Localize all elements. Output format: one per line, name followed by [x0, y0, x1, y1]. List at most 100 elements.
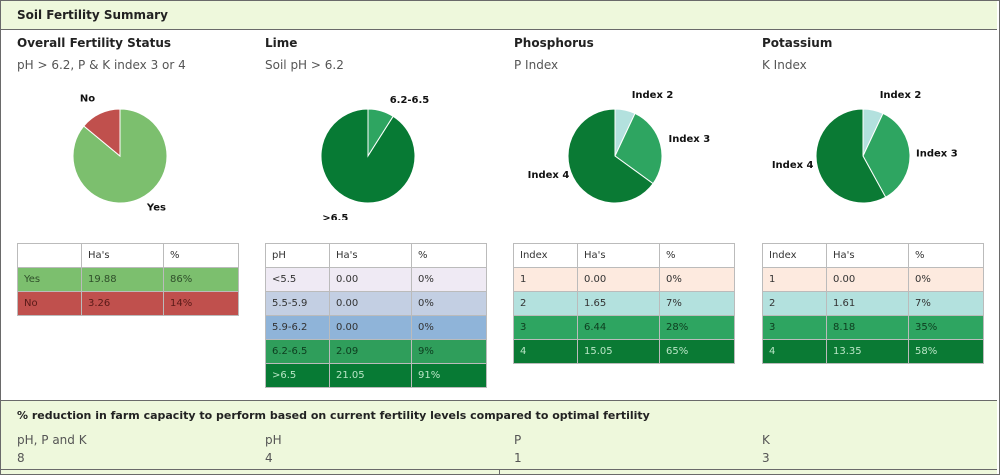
table-header-row: pH Ha's%	[265, 243, 487, 268]
slice-label: Index 4	[528, 170, 570, 181]
potassium-table: Index Ha's% 1 0.00 0% 2 1.61 7% 3 8.18 35% 4 13.35 58…	[762, 243, 984, 364]
hectares-cell: 13.35	[826, 339, 909, 364]
slice-label: Index 2	[632, 90, 674, 101]
hectares-cell: 0.00	[577, 267, 660, 292]
percent-cell: 7%	[908, 291, 984, 316]
row-label: 3	[762, 315, 827, 340]
percent-cell: 65%	[659, 339, 735, 364]
row-label: 2	[513, 291, 578, 316]
hectares-cell: 3.26	[81, 291, 164, 316]
reduction-value-ph: 4	[265, 451, 273, 465]
hectares-cell: 0.00	[826, 267, 909, 292]
panel-title: Potassium	[762, 36, 833, 50]
table-header-row: Ha's%	[17, 243, 239, 268]
column-header: %	[411, 243, 487, 268]
table-row: >6.5 21.05 91%	[265, 363, 487, 388]
divider	[499, 469, 500, 474]
table-row: 2 1.65 7%	[513, 291, 735, 316]
reduction-value-p: 1	[514, 451, 522, 465]
percent-cell: 9%	[411, 339, 487, 364]
column-header: Ha's	[329, 243, 412, 268]
reduction-value-phpk: 8	[17, 451, 25, 465]
column-header: Ha's	[826, 243, 909, 268]
hectares-cell: 0.00	[329, 291, 412, 316]
column-header: Ha's	[81, 243, 164, 268]
phosphorus-table: Index Ha's% 1 0.00 0% 2 1.65 7% 3 6.44 28% 4 15.05 65…	[513, 243, 735, 364]
slice-label: >6.5	[322, 213, 348, 220]
table-row: No 3.26 14%	[17, 291, 239, 316]
reduction-section: % reduction in farm capacity to perform …	[1, 400, 997, 474]
table-header-row: Index Ha's%	[513, 243, 735, 268]
row-label: >6.5	[265, 363, 330, 388]
potassium-pie: Index 2 Index 3 Index 4	[772, 90, 958, 204]
slice-label: Index 4	[772, 160, 814, 171]
slice-label: Index 2	[880, 90, 922, 101]
slice-label: Index 3	[916, 149, 958, 160]
reduction-label-k: K	[762, 433, 770, 447]
slice-label: Yes	[146, 202, 166, 213]
row-label: 2	[762, 291, 827, 316]
row-label: 3	[513, 315, 578, 340]
table-row: 1 0.00 0%	[762, 267, 984, 292]
hectares-cell: 6.44	[577, 315, 660, 340]
panel-subtitle: P Index	[514, 58, 559, 72]
fertility-status-table: Ha's% Yes 19.88 86% No 3.26 14%	[17, 243, 239, 316]
row-label: 1	[762, 267, 827, 292]
column-header: Index	[513, 243, 578, 268]
table-row: 3 8.18 35%	[762, 315, 984, 340]
percent-cell: 0%	[908, 267, 984, 292]
table-row: 5.9-6.2 0.00 0%	[265, 315, 487, 340]
column-header: Index	[762, 243, 827, 268]
hectares-cell: 19.88	[81, 267, 164, 292]
percent-cell: 0%	[411, 315, 487, 340]
percent-cell: 14%	[163, 291, 239, 316]
hectares-cell: 2.09	[329, 339, 412, 364]
percent-cell: 58%	[908, 339, 984, 364]
percent-cell: 7%	[659, 291, 735, 316]
row-label: Yes	[17, 267, 82, 292]
table-row: 5.5-5.9 0.00 0%	[265, 291, 487, 316]
row-label: 5.9-6.2	[265, 315, 330, 340]
panel-subtitle: pH > 6.2, P & K index 3 or 4	[17, 58, 186, 72]
panel-subtitle: Soil pH > 6.2	[265, 58, 344, 72]
table-row: <5.5 0.00 0%	[265, 267, 487, 292]
table-row: 3 6.44 28%	[513, 315, 735, 340]
reduction-label-phpk: pH, P and K	[17, 433, 87, 447]
percent-cell: 35%	[908, 315, 984, 340]
table-row: 1 0.00 0%	[513, 267, 735, 292]
lime-pie: 6.2-6.5 >6.5	[320, 95, 430, 220]
pie-slice	[815, 108, 887, 204]
panel-subtitle: K Index	[762, 58, 807, 72]
hectares-cell: 0.00	[329, 267, 412, 292]
table-header-row: Index Ha's%	[762, 243, 984, 268]
phosphorus-pie: Index 2 Index 3 Index 4	[528, 90, 710, 204]
hectares-cell: 15.05	[577, 339, 660, 364]
row-label: 5.5-5.9	[265, 291, 330, 316]
fertility-status-pie: Yes No	[72, 94, 168, 213]
column-header	[17, 243, 82, 268]
reduction-label-p: P	[514, 433, 522, 447]
table-row: 4 13.35 58%	[762, 339, 984, 364]
reduction-value-k: 3	[762, 451, 770, 465]
section-header: Soil Fertility Summary	[1, 1, 997, 30]
section-title: Soil Fertility Summary	[17, 8, 168, 22]
column-header: pH	[265, 243, 330, 268]
lime-table: pH Ha's% <5.5 0.00 0% 5.5-5.9 0.00 0% 5.9-6.2 0.0…	[265, 243, 487, 388]
panel-title: Lime	[265, 36, 298, 50]
column-header: Ha's	[577, 243, 660, 268]
slice-label: 6.2-6.5	[390, 95, 430, 106]
percent-cell: 28%	[659, 315, 735, 340]
column-header: %	[659, 243, 735, 268]
table-row: 2 1.61 7%	[762, 291, 984, 316]
column-header: %	[163, 243, 239, 268]
slice-label: No	[80, 94, 95, 105]
row-label: <5.5	[265, 267, 330, 292]
percent-cell: 86%	[163, 267, 239, 292]
percent-cell: 0%	[659, 267, 735, 292]
pie-slice	[614, 112, 663, 185]
hectares-cell: 1.61	[826, 291, 909, 316]
row-label: 1	[513, 267, 578, 292]
reduction-label-ph: pH	[265, 433, 282, 447]
percent-cell: 0%	[411, 291, 487, 316]
hectares-cell: 0.00	[329, 315, 412, 340]
